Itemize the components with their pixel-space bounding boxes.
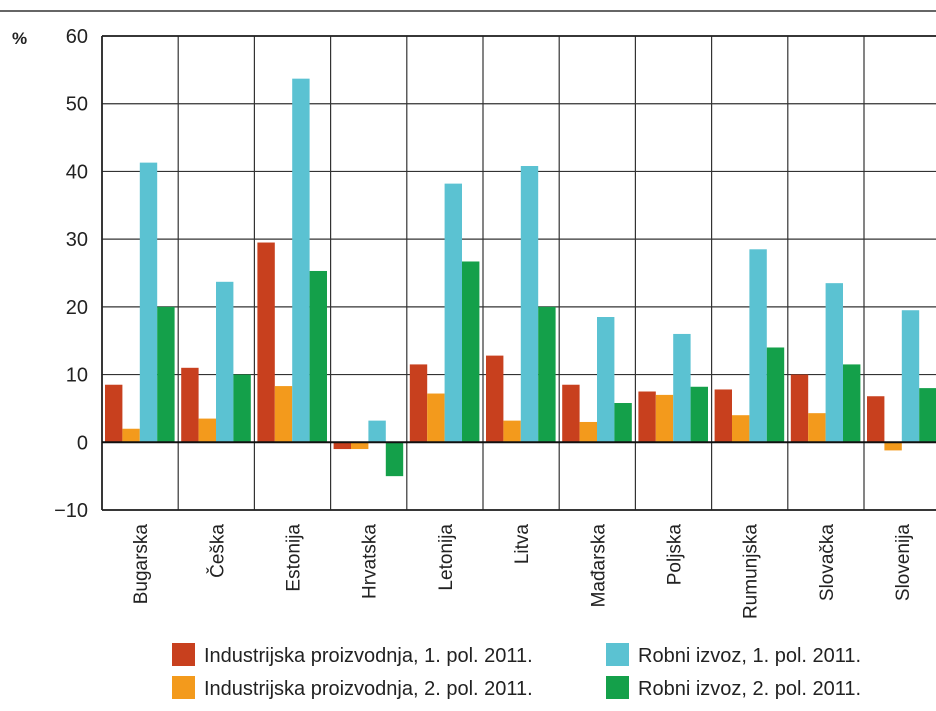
bars: [105, 78, 936, 477]
x-category-label: Poljska: [665, 524, 686, 586]
bar: [139, 162, 158, 443]
x-category-label: Mađarska: [588, 524, 609, 608]
bar: [808, 413, 826, 443]
bar: [714, 389, 732, 443]
legend-label: Robni izvoz, 1. pol. 2011.: [638, 645, 861, 667]
legend-swatch: [172, 643, 195, 666]
bar: [901, 310, 920, 443]
x-category-label: Hrvatska: [360, 524, 381, 599]
bar: [216, 281, 234, 443]
bar: [462, 261, 480, 443]
bar: [105, 384, 123, 443]
top-rule: [0, 10, 936, 12]
x-axis-category-labels: Bugarska Češka Estonija Hrvatska Letonija Lit…: [131, 524, 914, 619]
bar: [749, 249, 767, 443]
x-category-label: Bugarska: [131, 524, 152, 605]
x-category-label: Estonija: [284, 524, 305, 592]
bar: [122, 428, 140, 443]
bar: [368, 420, 386, 443]
plot-frame: [101, 35, 936, 511]
bar: [444, 183, 462, 443]
x-category-label: Češka: [206, 524, 228, 578]
legend-swatch: [606, 643, 629, 666]
bar: [233, 374, 251, 443]
legend-swatch: [606, 676, 629, 699]
bar: [690, 386, 708, 443]
y-axis-tick-labels: −10 0 10 20 30 40 50 60: [54, 26, 88, 522]
bar: [843, 364, 861, 443]
y-axis-unit-label: %: [12, 29, 27, 48]
legend-label: Industrijska proizvodnja, 1. pol. 2011.: [204, 645, 533, 667]
y-tick-label: 50: [66, 94, 88, 116]
bar: [257, 242, 275, 443]
bar: [597, 317, 615, 443]
bar: [385, 442, 404, 477]
bar: [309, 270, 327, 443]
bar: [409, 364, 428, 443]
bar: [732, 415, 750, 443]
bar: [157, 306, 175, 443]
bar: [351, 442, 369, 450]
bar: [520, 166, 539, 443]
bar: [274, 386, 293, 443]
bar: [867, 396, 885, 443]
legend-swatch: [172, 676, 195, 699]
bar: [655, 394, 674, 443]
bar: [766, 347, 785, 443]
bar: [614, 403, 632, 443]
bar: [562, 384, 580, 443]
bar: [427, 393, 445, 443]
bar: [579, 421, 597, 443]
legend-label: Industrijska proizvodnja, 2. pol. 2011.: [204, 678, 533, 700]
bar: [638, 391, 656, 443]
bar: [790, 374, 809, 443]
y-tick-label: 0: [77, 432, 88, 454]
bar: [181, 367, 199, 443]
x-category-label: Letonija: [436, 524, 457, 591]
y-tick-label: 40: [66, 161, 88, 183]
bar: [825, 283, 843, 443]
bar: [673, 333, 691, 443]
bar: [486, 355, 504, 443]
legend: Industrijska proizvodnja, 1. pol. 2011. I…: [172, 643, 861, 700]
bar: [198, 418, 216, 443]
x-category-label: Slovenija: [893, 524, 914, 602]
bar: [538, 306, 556, 443]
legend-label: Robni izvoz, 2. pol. 2011.: [638, 678, 861, 700]
y-tick-label: 30: [66, 229, 88, 251]
y-tick-label: −10: [54, 500, 88, 522]
y-tick-label: 20: [66, 297, 88, 319]
y-tick-label: 60: [66, 26, 88, 48]
bar: [503, 420, 521, 443]
grid: [102, 35, 936, 511]
x-category-label: Litva: [512, 524, 533, 565]
bar: [333, 442, 351, 450]
bar: [884, 442, 902, 451]
bar: [919, 388, 936, 443]
bar: [292, 78, 310, 443]
x-category-label: Rumunjska: [741, 524, 762, 619]
x-category-label: Slovačka: [817, 524, 838, 602]
y-tick-label: 10: [66, 365, 88, 387]
